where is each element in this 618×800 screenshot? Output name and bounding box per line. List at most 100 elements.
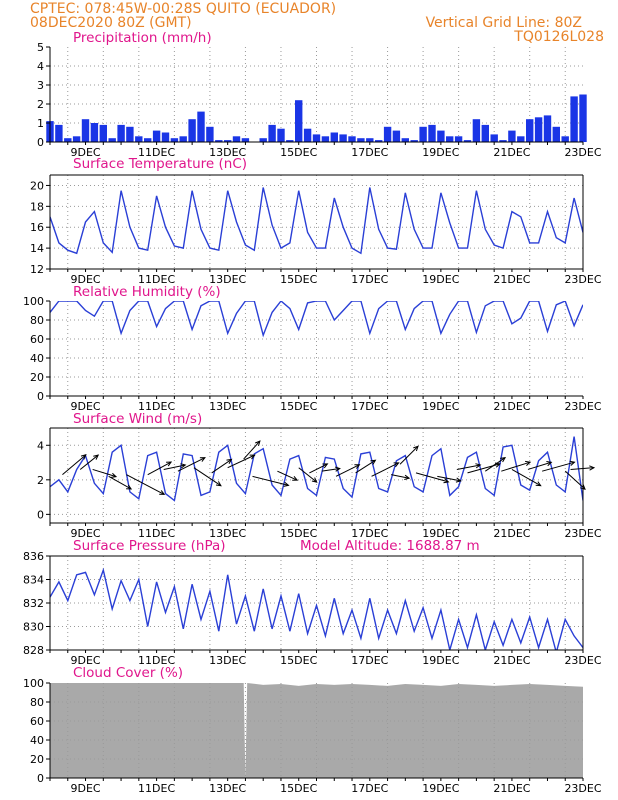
wind-vector xyxy=(542,461,575,472)
wind-vector-head xyxy=(255,440,261,447)
precip-bar xyxy=(339,134,347,142)
y-tick-label: 80 xyxy=(30,314,44,327)
temp-line xyxy=(50,187,583,255)
y-tick-label: 3 xyxy=(37,79,44,92)
precip-bar xyxy=(259,138,267,142)
header-model-id: TQ0126L028 xyxy=(513,29,604,45)
precip-bar xyxy=(215,140,223,142)
press-subtitle: Model Altitude: 1688.87 m xyxy=(300,538,480,554)
wind-vector-head xyxy=(226,458,233,464)
precip-bar xyxy=(295,100,303,142)
precip-bar xyxy=(268,124,276,142)
precip-bar xyxy=(472,119,481,142)
wind-vector xyxy=(485,457,506,472)
y-tick-label: 60 xyxy=(30,715,44,728)
wind-vector-head xyxy=(249,454,256,460)
y-tick-label: 40 xyxy=(30,734,44,747)
header-grid-info: Vertical Grid Line: 80Z xyxy=(426,15,582,31)
precip-bar xyxy=(277,128,285,142)
wind-vector xyxy=(355,459,376,474)
x-tick-label: 17DEC xyxy=(351,146,388,159)
cloud-area xyxy=(50,683,583,778)
precip-bar xyxy=(197,111,205,142)
panel-temp: 12 14 16 18 20 9DEC 11DEC 13DEC 15DEC 17DEC 19DEC 2… xyxy=(30,156,602,286)
y-tick-label: 4 xyxy=(37,60,44,73)
precip-bar xyxy=(570,96,578,142)
wind-vector-head xyxy=(166,461,173,467)
precip-bar xyxy=(144,138,152,142)
x-tick-label: 21DEC xyxy=(493,146,530,159)
precip-bar xyxy=(321,136,330,142)
x-tick-label: 21DEC xyxy=(493,527,530,540)
wind-vector-head xyxy=(354,464,361,469)
x-tick-label: 15DEC xyxy=(280,654,317,667)
precip-bar xyxy=(543,115,552,142)
wind-vector xyxy=(415,472,449,483)
x-tick-label: 21DEC xyxy=(493,654,530,667)
y-tick-label: 12 xyxy=(30,263,44,276)
wind-vector-head xyxy=(525,460,532,466)
precip-bar xyxy=(179,136,187,142)
precip-bar xyxy=(161,132,170,142)
x-tick-label: 17DEC xyxy=(351,273,388,286)
y-tick-label: 40 xyxy=(30,352,44,365)
x-tick-label: 23DEC xyxy=(564,654,601,667)
x-tick-label: 17DEC xyxy=(351,654,388,667)
wind-vector-head xyxy=(80,454,87,460)
precip-bar xyxy=(419,126,427,142)
x-tick-label: 13DEC xyxy=(209,146,246,159)
press-line xyxy=(50,567,583,650)
wind-vector-head xyxy=(535,481,542,487)
precip-bar xyxy=(446,136,454,142)
y-tick-label: 0 xyxy=(37,508,44,521)
y-tick-label: 2 xyxy=(37,98,44,111)
wind-vector-head xyxy=(580,484,586,490)
wind-vector-head xyxy=(111,472,118,478)
x-tick-label: 17DEC xyxy=(351,527,388,540)
precip-bar xyxy=(64,138,72,142)
x-tick-label: 23DEC xyxy=(564,273,601,286)
x-tick-label: 9DEC xyxy=(70,654,100,667)
y-tick-label: 0 xyxy=(37,772,44,785)
wind-vector xyxy=(511,469,541,487)
x-tick-label: 15DEC xyxy=(280,400,317,413)
wind-vector-head xyxy=(455,477,462,483)
x-tick-label: 17DEC xyxy=(351,782,388,795)
precip-bar xyxy=(135,136,143,142)
precip-bar xyxy=(508,130,516,142)
press-title: Surface Pressure (hPa) xyxy=(73,538,226,554)
x-tick-label: 13DEC xyxy=(209,400,246,413)
x-tick-label: 23DEC xyxy=(564,527,601,540)
y-tick-label: 100 xyxy=(23,295,44,308)
precip-bar xyxy=(534,117,543,142)
precip-bar xyxy=(579,94,587,142)
precip-bar xyxy=(357,138,365,142)
precip-bar xyxy=(72,136,81,142)
x-tick-label: 21DEC xyxy=(493,400,530,413)
x-tick-label: 15DEC xyxy=(280,273,317,286)
wind-vector-head xyxy=(443,478,450,484)
precip-bar xyxy=(375,140,383,142)
precip-bar xyxy=(481,124,489,142)
x-tick-label: 15DEC xyxy=(280,146,317,159)
wind-vector-head xyxy=(322,463,329,469)
precip-bar xyxy=(490,134,498,142)
header-date: 08DEC2020 80Z (GMT) xyxy=(30,15,192,31)
wind-vector xyxy=(391,474,410,479)
x-tick-label: 13DEC xyxy=(209,654,246,667)
precip-bar xyxy=(383,126,392,142)
y-tick-label: 5 xyxy=(37,41,44,54)
temp-title: Surface Temperature (nC) xyxy=(73,156,247,172)
wind-vector-head xyxy=(311,477,318,483)
y-tick-label: 1 xyxy=(37,117,44,130)
x-tick-label: 19DEC xyxy=(422,400,459,413)
precip-bar xyxy=(561,136,569,142)
precip-bar xyxy=(232,136,241,142)
header-station: CPTEC: 078:45W-00:28S QUITO (ECUADOR) xyxy=(30,1,336,17)
wind-vector xyxy=(243,440,261,460)
x-tick-label: 23DEC xyxy=(564,400,601,413)
x-tick-label: 15DEC xyxy=(280,782,317,795)
y-tick-label: 20 xyxy=(30,753,44,766)
